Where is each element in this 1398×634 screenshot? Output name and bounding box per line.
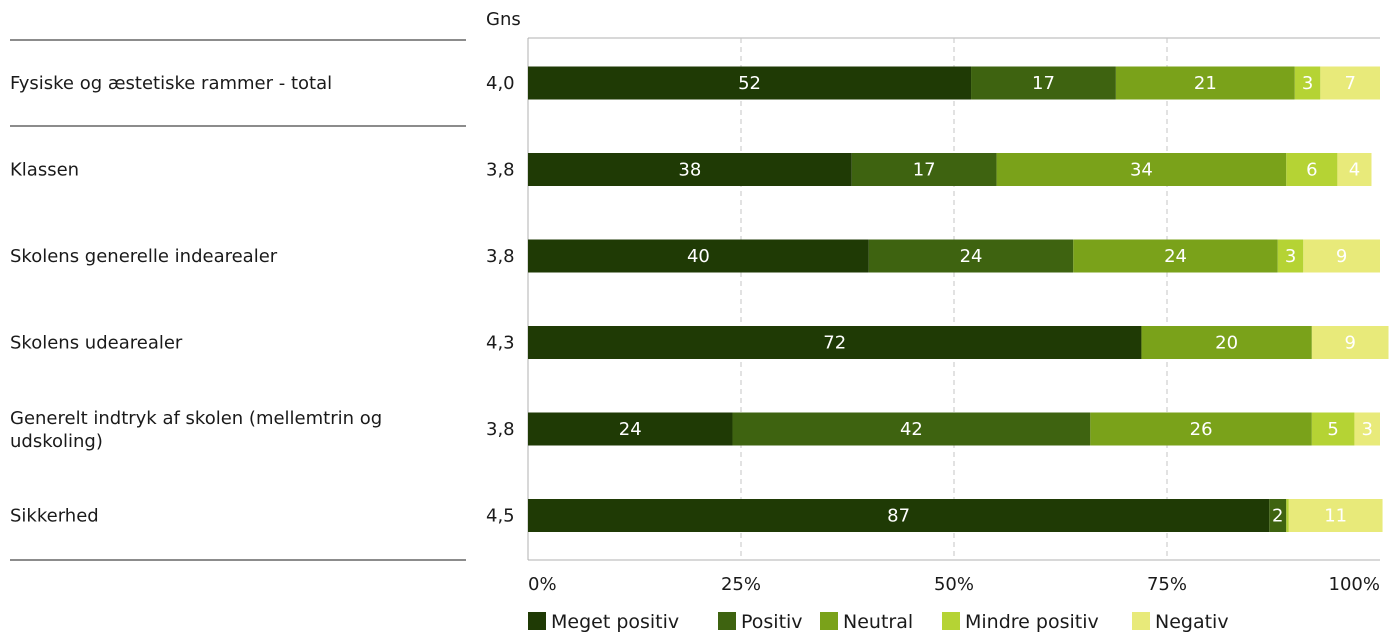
bar-segment (528, 412, 733, 446)
bar-segment (1288, 499, 1383, 532)
bar-segment (1115, 66, 1295, 100)
bar-segment (1286, 153, 1338, 186)
bar-segment (971, 66, 1116, 100)
bar-value-label: 42 (900, 419, 923, 440)
bar-value-label: 40 (687, 246, 710, 267)
bar-value-label: 6 (1306, 160, 1317, 181)
average-value: 3,8 (486, 419, 515, 440)
category-label-line: Generelt indtryk af skolen (mellemtrin o… (10, 408, 382, 429)
bar-value-label: 4 (1349, 160, 1360, 181)
bar-segment (1320, 66, 1380, 100)
bar-segment (1286, 499, 1289, 532)
average-value: 4,3 (486, 333, 515, 354)
bar-value-label: 3 (1285, 246, 1296, 267)
bar-value-label: 38 (678, 160, 701, 181)
legend-swatch (718, 612, 736, 630)
bar-value-label: 24 (1164, 246, 1187, 267)
bar-value-label: 11 (1324, 506, 1347, 527)
bar-segment (1311, 412, 1355, 446)
bar-value-label: 24 (619, 419, 642, 440)
bar-value-label: 21 (1194, 73, 1217, 94)
bar-segment (1311, 326, 1389, 359)
x-tick-label: 0% (528, 574, 557, 595)
category-label: Fysiske og æstetiske rammer - total (10, 73, 332, 94)
x-tick-label: 100% (1329, 574, 1380, 595)
legend-swatch (528, 612, 546, 630)
average-value: 3,8 (486, 246, 515, 267)
bar-value-label: 26 (1190, 419, 1213, 440)
bar-value-label: 2 (1272, 506, 1283, 527)
category-label: Klassen (10, 160, 79, 181)
bar-value-label: 17 (913, 160, 936, 181)
category-label: Skolens generelle indearealer (10, 246, 278, 267)
legend-label: Meget positiv (551, 611, 679, 633)
bar-segment (1269, 499, 1287, 532)
x-tick-label: 50% (934, 574, 974, 595)
bar-value-label: 5 (1327, 419, 1338, 440)
bar-segment (528, 66, 972, 100)
bar-segment (1090, 412, 1312, 446)
bar-value-label: 3 (1361, 419, 1372, 440)
bar-value-label: 52 (738, 73, 761, 94)
legend-swatch (820, 612, 838, 630)
bar-value-label: 7 (1344, 73, 1355, 94)
bar-value-label: 9 (1344, 333, 1355, 354)
category-label-line: udskoling) (10, 431, 103, 452)
legend-label: Neutral (843, 611, 913, 633)
bar-segment (528, 153, 852, 186)
average-value: 4,0 (486, 73, 515, 94)
average-header: Gns (486, 9, 521, 30)
average-value: 4,5 (486, 506, 515, 527)
legend-swatch (1132, 612, 1150, 630)
bar-value-label: 72 (823, 333, 846, 354)
bar-value-label: 3 (1302, 73, 1313, 94)
legend-label: Positiv (741, 611, 803, 633)
bar-segment (851, 153, 997, 186)
category-label: Sikkerhed (10, 506, 99, 527)
legend-label: Negativ (1155, 611, 1229, 633)
bar-value-label: 9 (1336, 246, 1347, 267)
bar-value-label: 34 (1130, 160, 1153, 181)
category-label: Generelt indtryk af skolen (mellemtrin o… (10, 408, 382, 452)
bar-segment (1073, 239, 1278, 273)
bar-segment (996, 153, 1287, 186)
bar-value-label: 17 (1032, 73, 1055, 94)
bar-segment (528, 326, 1142, 359)
bar-segment (868, 239, 1074, 273)
average-value: 3,8 (486, 160, 515, 181)
bar-segment (1354, 412, 1380, 446)
bar-value-label: 20 (1215, 333, 1238, 354)
bar-segment (732, 412, 1091, 446)
bar-segment (528, 499, 1270, 532)
x-tick-label: 75% (1147, 574, 1187, 595)
bar-segment (1294, 66, 1321, 100)
bar-segment (1337, 153, 1372, 186)
bar-segment (1141, 326, 1312, 359)
legend-label: Mindre positiv (965, 611, 1099, 633)
x-tick-label: 25% (721, 574, 761, 595)
bar-value-label: 87 (887, 506, 910, 527)
legend-swatch (942, 612, 960, 630)
category-label: Skolens udearealer (10, 333, 183, 354)
bar-segment (1277, 239, 1304, 273)
bar-value-label: 24 (960, 246, 983, 267)
bar-segment (528, 239, 869, 273)
bar-segment (1303, 239, 1380, 273)
